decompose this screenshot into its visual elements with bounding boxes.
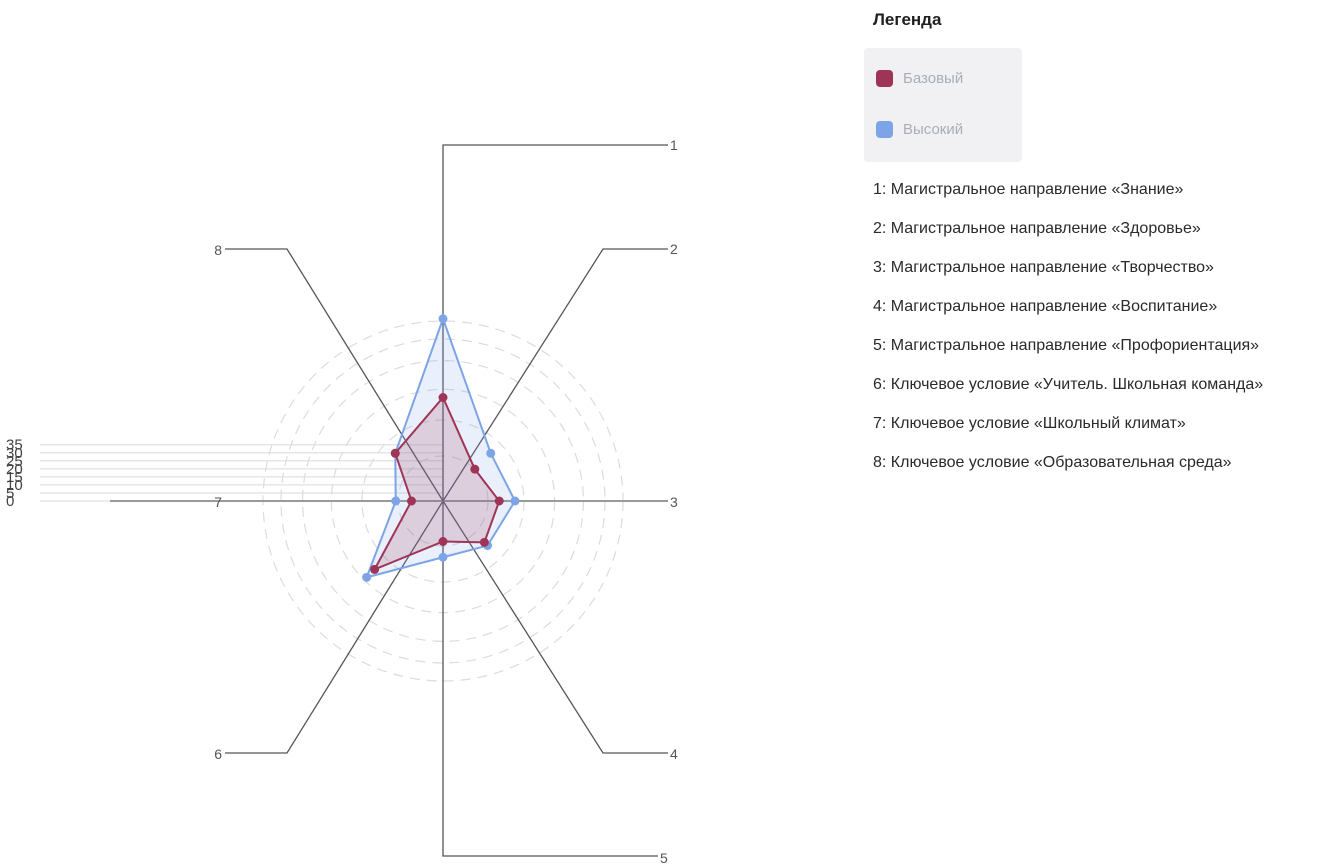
axis-description: 6: Ключевое условие «Учитель. Школьная к… <box>873 376 1264 393</box>
axis-number-label: 4 <box>670 746 678 762</box>
axis-description: 4: Магистральное направление «Воспитание… <box>873 298 1218 315</box>
legend-item-high[interactable]: Высокий <box>876 118 963 140</box>
radial-tick-lines <box>40 443 443 502</box>
data-point[interactable] <box>438 314 448 324</box>
data-point[interactable] <box>486 448 496 458</box>
legend-title: Легенда <box>873 10 942 29</box>
axis-number-label: 8 <box>214 242 222 258</box>
axis-spoke <box>442 500 668 754</box>
axis-description: 3: Магистральное направление «Творчество… <box>873 259 1214 276</box>
data-point[interactable] <box>510 496 520 506</box>
axis-number-label: 6 <box>214 746 222 762</box>
axis-number-label: 1 <box>670 137 678 153</box>
data-point[interactable] <box>438 552 448 562</box>
axis-spokes <box>110 144 668 857</box>
axis-spoke <box>225 248 444 502</box>
axis-number-label: 3 <box>670 494 678 510</box>
radial-tick-label: 15 <box>6 469 23 486</box>
series-layer <box>362 314 520 582</box>
legend-item-base[interactable]: Базовый <box>876 67 963 89</box>
legend-label-base: Базовый <box>903 69 964 87</box>
axis-description: 8: Ключевое условие «Образовательная сре… <box>873 454 1232 471</box>
data-point[interactable] <box>479 537 489 547</box>
data-point[interactable] <box>390 448 400 458</box>
radial-tick-label: 35 <box>6 437 23 454</box>
axis-number-label: 2 <box>670 241 678 257</box>
axis-number-label: 7 <box>214 494 222 510</box>
series-base <box>370 393 504 574</box>
legend-label-high: Высокий <box>903 120 964 138</box>
axis-spoke <box>225 500 444 754</box>
axis-description-list: 1: Магистральное направление «Знание» 2:… <box>873 176 1263 488</box>
legend: Базовый Высокий <box>864 48 1022 162</box>
axis-spoke <box>442 144 668 501</box>
radial-tick-label: 20 <box>6 461 23 478</box>
series-high <box>362 314 520 582</box>
data-point[interactable] <box>370 564 380 574</box>
data-point[interactable] <box>494 496 504 506</box>
radial-tick-label: 25 <box>6 453 23 470</box>
radial-tick-label: 5 <box>6 485 14 502</box>
radial-tick-label: 0 <box>6 493 14 510</box>
axis-description: 7: Ключевое условие «Школьный климат» <box>873 415 1186 432</box>
legend-swatch-high <box>876 120 893 138</box>
data-point[interactable] <box>438 393 448 402</box>
axis-spoke <box>442 501 658 857</box>
axis-spoke <box>442 248 668 502</box>
axis-description: 2: Магистральное направление «Здоровье» <box>873 220 1201 237</box>
radial-tick-label: 10 <box>6 477 23 494</box>
data-point[interactable] <box>438 537 448 546</box>
axis-description: 5: Магистральное направление «Профориент… <box>873 337 1260 354</box>
axis-number-label: 5 <box>660 850 668 865</box>
data-point[interactable] <box>391 496 401 506</box>
data-point[interactable] <box>362 572 372 582</box>
legend-swatch-base <box>876 69 893 87</box>
data-point[interactable] <box>407 496 416 506</box>
axis-number-labels: 1 2 3 4 5 6 7 8 <box>214 137 678 865</box>
axis-description: 1: Магистральное направление «Знание» <box>873 181 1184 198</box>
data-point[interactable] <box>470 464 480 474</box>
radial-tick-label: 30 <box>6 445 23 462</box>
